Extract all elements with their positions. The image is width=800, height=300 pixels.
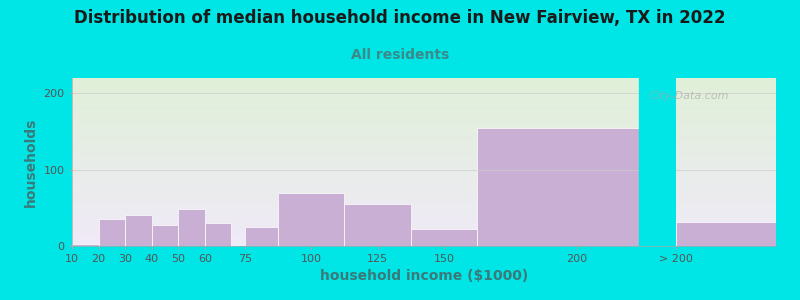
Y-axis label: households: households	[24, 117, 38, 207]
Bar	[278, 193, 344, 246]
Bar	[477, 128, 643, 246]
Bar	[344, 204, 410, 246]
Bar	[410, 229, 477, 246]
Bar	[205, 223, 231, 246]
Bar	[72, 244, 98, 246]
Bar	[643, 78, 676, 246]
Bar	[98, 219, 125, 246]
Text: Distribution of median household income in New Fairview, TX in 2022: Distribution of median household income …	[74, 9, 726, 27]
Bar	[152, 225, 178, 246]
Text: All residents: All residents	[351, 48, 449, 62]
Bar	[245, 227, 278, 246]
Bar	[125, 215, 152, 246]
Text: City-Data.com: City-Data.com	[650, 92, 729, 101]
Bar	[676, 222, 776, 246]
X-axis label: household income ($1000): household income ($1000)	[320, 269, 528, 283]
Bar	[178, 209, 205, 246]
